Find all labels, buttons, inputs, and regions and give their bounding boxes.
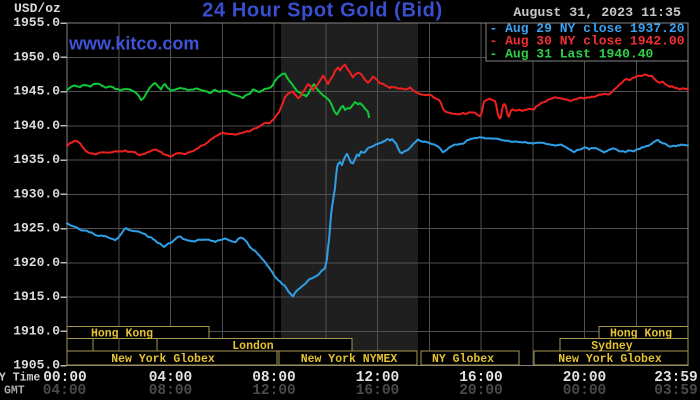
svg-text:NY Time: NY Time bbox=[0, 372, 40, 385]
svg-text:08:00: 08:00 bbox=[252, 370, 296, 386]
svg-text:- Aug 29 NY close 1937.20: - Aug 29 NY close 1937.20 bbox=[490, 21, 685, 36]
svg-text:August 31, 2023 11:35: August 31, 2023 11:35 bbox=[513, 5, 681, 20]
svg-text:NY Globex: NY Globex bbox=[432, 353, 494, 366]
svg-text:20:00: 20:00 bbox=[459, 383, 503, 399]
svg-text:Hong Kong: Hong Kong bbox=[610, 328, 672, 341]
svg-text:24 Hour Spot Gold (Bid): 24 Hour Spot Gold (Bid) bbox=[202, 0, 442, 22]
svg-text:Sydney: Sydney bbox=[591, 340, 633, 353]
svg-text:00:00: 00:00 bbox=[43, 370, 87, 386]
svg-text:04:00: 04:00 bbox=[43, 383, 87, 399]
svg-text:16:00: 16:00 bbox=[356, 383, 400, 399]
svg-text:16:00: 16:00 bbox=[459, 370, 503, 386]
svg-text:1940.0: 1940.0 bbox=[13, 118, 60, 133]
svg-text:1935.0: 1935.0 bbox=[13, 152, 60, 167]
svg-text:20:00: 20:00 bbox=[563, 370, 607, 386]
svg-text:1950.0: 1950.0 bbox=[13, 49, 60, 64]
svg-text:23:59: 23:59 bbox=[654, 370, 698, 386]
svg-text:New York NYMEX: New York NYMEX bbox=[301, 353, 398, 366]
svg-text:12:00: 12:00 bbox=[356, 370, 400, 386]
svg-text:04:00: 04:00 bbox=[149, 370, 193, 386]
svg-text:www.kitco.com: www.kitco.com bbox=[68, 34, 199, 54]
svg-text:1930.0: 1930.0 bbox=[13, 186, 60, 201]
svg-text:1925.0: 1925.0 bbox=[13, 221, 60, 236]
svg-text:- Aug 31 Last 1940.40: - Aug 31 Last 1940.40 bbox=[490, 47, 654, 62]
svg-text:00:00: 00:00 bbox=[563, 383, 607, 399]
svg-text:08:00: 08:00 bbox=[149, 383, 193, 399]
svg-text:Hong Kong: Hong Kong bbox=[91, 328, 153, 341]
svg-text:1915.0: 1915.0 bbox=[13, 289, 60, 304]
svg-text:New York Globex: New York Globex bbox=[111, 353, 215, 366]
svg-text:London: London bbox=[232, 340, 274, 353]
svg-text:New York Globex: New York Globex bbox=[558, 353, 662, 366]
svg-text:1945.0: 1945.0 bbox=[13, 84, 60, 99]
svg-text:12:00: 12:00 bbox=[252, 383, 296, 399]
svg-text:USD/oz: USD/oz bbox=[14, 1, 61, 16]
svg-text:1920.0: 1920.0 bbox=[13, 255, 60, 270]
svg-text:1905.0: 1905.0 bbox=[13, 358, 60, 373]
svg-text:1910.0: 1910.0 bbox=[13, 323, 60, 338]
svg-text:- Aug 30 NY close 1942.00: - Aug 30 NY close 1942.00 bbox=[490, 34, 685, 49]
svg-text:03:59: 03:59 bbox=[654, 383, 698, 399]
svg-text:1955.0: 1955.0 bbox=[13, 15, 60, 30]
svg-text:GMT: GMT bbox=[4, 385, 25, 398]
